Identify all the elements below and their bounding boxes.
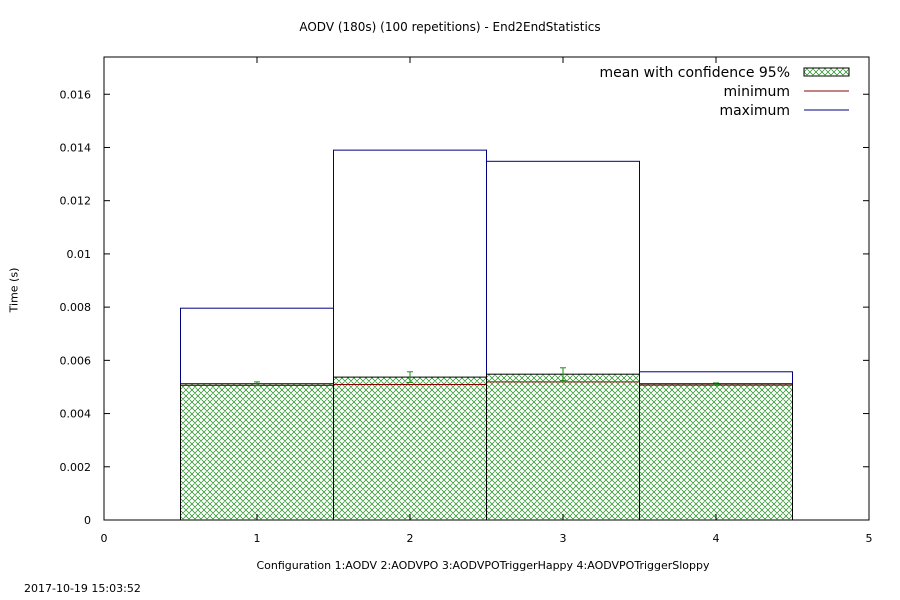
timestamp: 2017-10-19 15:03:52 bbox=[24, 582, 141, 595]
y-tick-label: 0.008 bbox=[60, 301, 92, 314]
y-tick-label: 0.004 bbox=[60, 408, 92, 421]
y-tick-label: 0 bbox=[84, 514, 91, 527]
x-tick-label: 0 bbox=[101, 532, 108, 545]
y-tick-label: 0.012 bbox=[60, 195, 92, 208]
x-tick-label: 3 bbox=[560, 532, 567, 545]
y-tick-label: 0.002 bbox=[60, 461, 92, 474]
legend-swatch-mean bbox=[803, 67, 850, 77]
x-axis-label: Configuration 1:AODV 2:AODVPO 3:AODVPOTr… bbox=[256, 559, 710, 572]
y-tick-label: 0.014 bbox=[60, 141, 92, 154]
y-tick-label: 0.016 bbox=[60, 88, 92, 101]
mean-bar bbox=[180, 383, 334, 521]
chart-title: AODV (180s) (100 repetitions) - End2EndS… bbox=[299, 20, 601, 34]
plot-border bbox=[103, 56, 870, 521]
x-tick-label: 1 bbox=[254, 532, 261, 545]
x-tick-label: 4 bbox=[713, 532, 720, 545]
y-tick-label: 0.006 bbox=[60, 354, 92, 367]
mean-bar bbox=[639, 383, 793, 521]
x-tick-label: 2 bbox=[407, 532, 414, 545]
mean-bar bbox=[333, 376, 487, 521]
bars-layer bbox=[180, 149, 793, 521]
legend: mean with confidence 95% minimum maximum bbox=[599, 65, 850, 119]
mean-bar bbox=[486, 373, 640, 521]
axes-layer: 0 0.002 0.004 0.006 0.008 0.01 0.012 0.014 0.016… bbox=[60, 56, 873, 545]
legend-label-maximum: maximum bbox=[719, 103, 790, 119]
x-tick-label: 5 bbox=[866, 532, 873, 545]
legend-label-mean: mean with confidence 95% bbox=[599, 65, 790, 81]
legend-label-minimum: minimum bbox=[724, 84, 790, 100]
y-tick-label: 0.01 bbox=[67, 248, 92, 261]
